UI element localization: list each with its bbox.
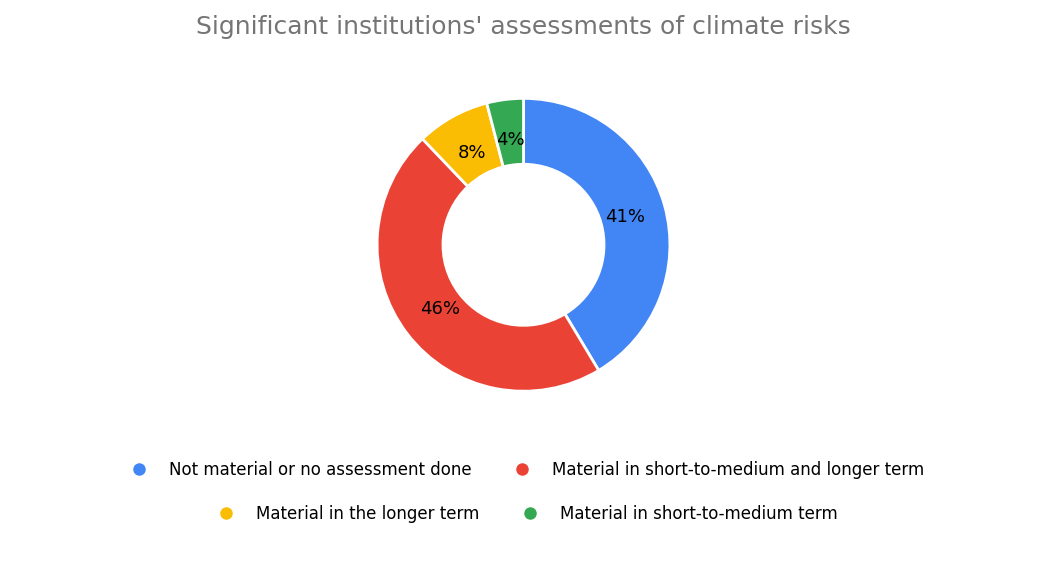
Title: Significant institutions' assessments of climate risks: Significant institutions' assessments of… [196, 15, 851, 39]
Text: 41%: 41% [605, 208, 645, 225]
Wedge shape [422, 103, 504, 186]
Wedge shape [487, 98, 524, 167]
Text: 4%: 4% [496, 131, 525, 149]
Legend: Material in the longer term, Material in short-to-medium term: Material in the longer term, Material in… [203, 498, 844, 529]
Wedge shape [377, 139, 599, 391]
Text: 46%: 46% [420, 299, 460, 318]
Wedge shape [524, 98, 670, 371]
Text: 8%: 8% [458, 144, 487, 162]
